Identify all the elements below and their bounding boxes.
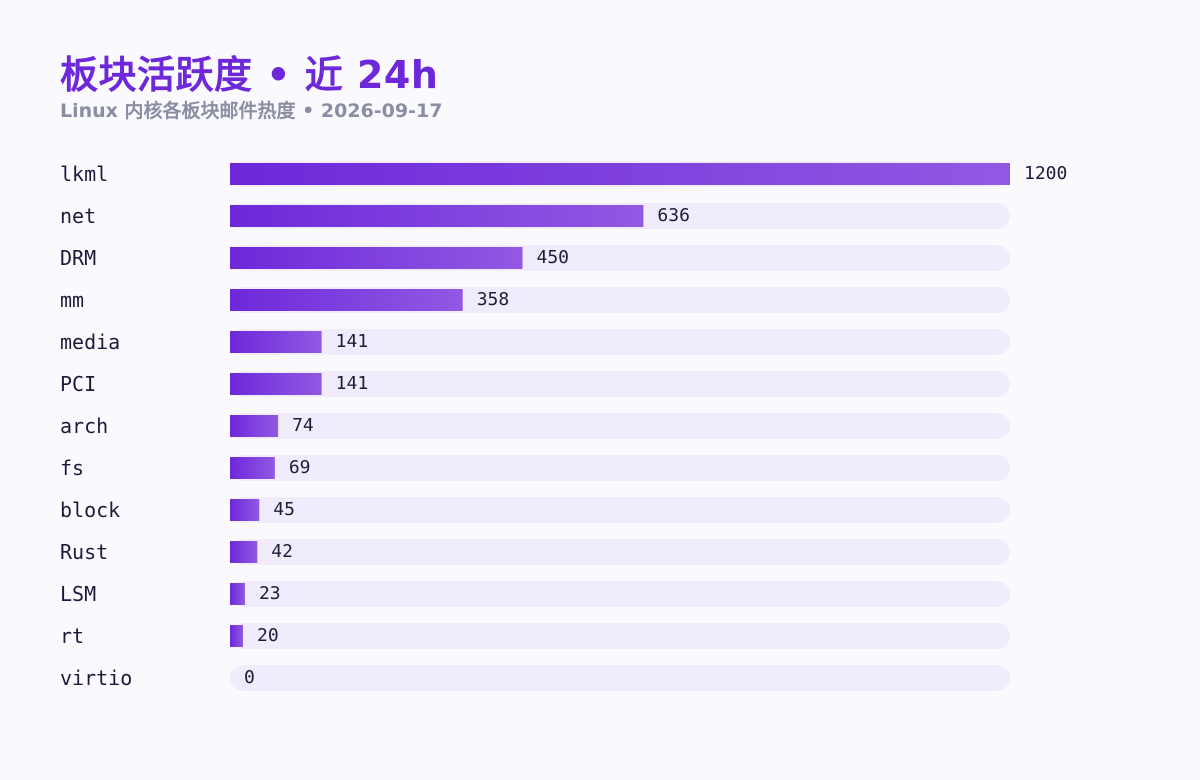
bar-row: fs 69: [60, 455, 1010, 481]
bar-track: [230, 623, 1010, 649]
value-label: 23: [259, 583, 281, 604]
bar: [230, 373, 322, 395]
category-label: PCI: [60, 372, 96, 396]
bar: [230, 583, 245, 605]
category-label: net: [60, 204, 96, 228]
value-label: 69: [289, 457, 311, 478]
bar-track: [230, 413, 1010, 439]
bar-row: PCI 141: [60, 371, 1010, 397]
chart-title: 板块活跃度 • 近 24h: [60, 53, 439, 97]
bar: [230, 247, 523, 269]
bar-row: block 45: [60, 497, 1010, 523]
category-label: mm: [60, 288, 84, 312]
bar-row: media 141: [60, 329, 1010, 355]
bar-row: lkml 1200: [60, 161, 1067, 187]
category-label: DRM: [60, 246, 96, 270]
bar-row: LSM 23: [60, 581, 1010, 607]
bar-row: mm 358: [60, 287, 1010, 313]
value-label: 42: [271, 541, 293, 562]
category-label: lkml: [60, 162, 108, 186]
bar: [230, 331, 322, 353]
bar-track: [230, 581, 1010, 607]
bar-row: net 636: [60, 203, 1010, 229]
value-label: 45: [273, 499, 295, 520]
category-label: fs: [60, 456, 84, 480]
category-label: virtio: [60, 666, 132, 690]
value-label: 1200: [1024, 163, 1067, 184]
bar: [230, 205, 644, 227]
value-label: 450: [537, 247, 570, 268]
bar-track: [230, 665, 1010, 691]
bar: [230, 457, 275, 479]
bar: [230, 415, 279, 437]
value-label: 636: [657, 205, 690, 226]
value-label: 0: [244, 667, 255, 688]
bar-track: [230, 539, 1010, 565]
chart-subtitle: Linux 内核各板块邮件热度 • 2026-09-17: [60, 100, 443, 122]
category-label: media: [60, 330, 120, 354]
bar: [230, 163, 1010, 185]
bar-row: DRM 450: [60, 245, 1010, 271]
category-label: Rust: [60, 540, 108, 564]
value-label: 358: [477, 289, 510, 310]
bar-row: Rust 42: [60, 539, 1010, 565]
bar: [230, 625, 243, 647]
bar-track: [230, 371, 1010, 397]
bar-row: rt 20: [60, 623, 1010, 649]
bar-row: virtio 0: [60, 665, 1010, 691]
category-label: block: [60, 498, 120, 522]
category-label: arch: [60, 414, 108, 438]
category-label: LSM: [60, 582, 96, 606]
bar-track: [230, 497, 1010, 523]
value-label: 74: [292, 415, 314, 436]
value-label: 141: [336, 331, 369, 352]
value-label: 141: [336, 373, 369, 394]
bar-track: [230, 329, 1010, 355]
bar-track: [230, 455, 1010, 481]
bar: [230, 499, 260, 521]
bar-row: arch 74: [60, 413, 1010, 439]
category-label: rt: [60, 624, 84, 648]
bar: [230, 289, 463, 311]
value-label: 20: [257, 625, 279, 646]
bar: [230, 541, 258, 563]
